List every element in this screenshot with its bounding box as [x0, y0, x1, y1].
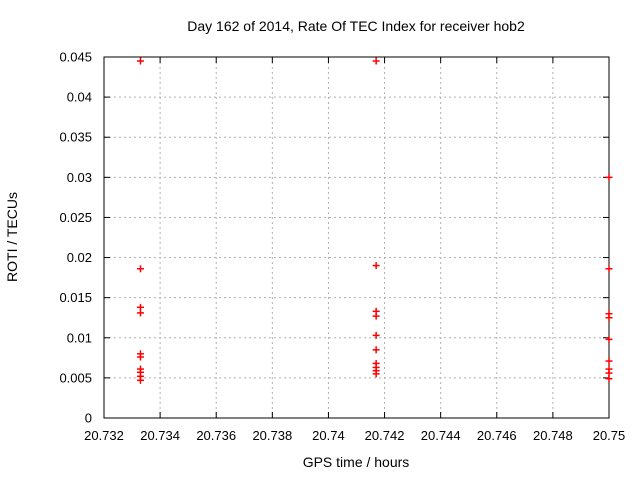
- data-point-marker: [372, 370, 380, 378]
- x-axis-label: GPS time / hours: [303, 454, 410, 470]
- x-tick-labels: 20.732 20.734 20.736 20.738 20.74 20.742 20.74…: [84, 428, 625, 443]
- x-tick-label: 20.736: [196, 428, 236, 443]
- y-tick-label: 0.03: [67, 170, 92, 185]
- x-tick-label: 20.744: [421, 428, 461, 443]
- x-tick-label: 20.732: [84, 428, 124, 443]
- data-point-marker: [372, 57, 380, 65]
- y-tick-label: 0.005: [59, 370, 92, 385]
- x-tick-label: 20.75: [593, 428, 626, 443]
- data-points: [136, 57, 613, 384]
- x-tick-label: 20.742: [365, 428, 405, 443]
- data-point-marker: [136, 265, 144, 273]
- data-point-marker: [372, 262, 380, 270]
- y-tick-label: 0.01: [67, 330, 92, 345]
- data-point-marker: [605, 314, 613, 322]
- x-tick-label: 20.74: [312, 428, 345, 443]
- y-tick-label: 0: [85, 411, 92, 426]
- y-tick-label: 0.04: [67, 90, 92, 105]
- data-point-marker: [136, 376, 144, 384]
- y-axis-label: ROTI / TECUs: [4, 192, 20, 282]
- axis-ticks: [103, 56, 610, 419]
- y-tick-labels: 0 0.005 0.01 0.015 0.02 0.025 0.03 0.035 0.04 0.0…: [59, 50, 92, 426]
- data-point-marker: [372, 331, 380, 339]
- y-tick-label: 0.035: [59, 130, 92, 145]
- x-tick-label: 20.748: [533, 428, 573, 443]
- data-point-marker: [136, 57, 144, 65]
- x-tick-label: 20.734: [140, 428, 180, 443]
- data-point-marker: [605, 173, 613, 181]
- data-point-marker: [605, 357, 613, 365]
- data-point-marker: [605, 375, 613, 383]
- data-point-marker: [605, 335, 613, 343]
- y-tick-label: 0.045: [59, 50, 92, 65]
- x-tick-label: 20.746: [477, 428, 517, 443]
- y-tick-label: 0.02: [67, 250, 92, 265]
- chart-title: Day 162 of 2014, Rate Of TEC Index for r…: [187, 18, 525, 34]
- data-point-marker: [372, 346, 380, 354]
- y-tick-label: 0.025: [59, 210, 92, 225]
- y-tick-label: 0.015: [59, 290, 92, 305]
- data-point-marker: [372, 312, 380, 320]
- plot-frame: [103, 56, 610, 419]
- data-point-marker: [136, 353, 144, 361]
- x-tick-label: 20.738: [252, 428, 292, 443]
- data-point-marker: [136, 309, 144, 317]
- data-point-marker: [605, 265, 613, 273]
- gridlines: [104, 57, 609, 418]
